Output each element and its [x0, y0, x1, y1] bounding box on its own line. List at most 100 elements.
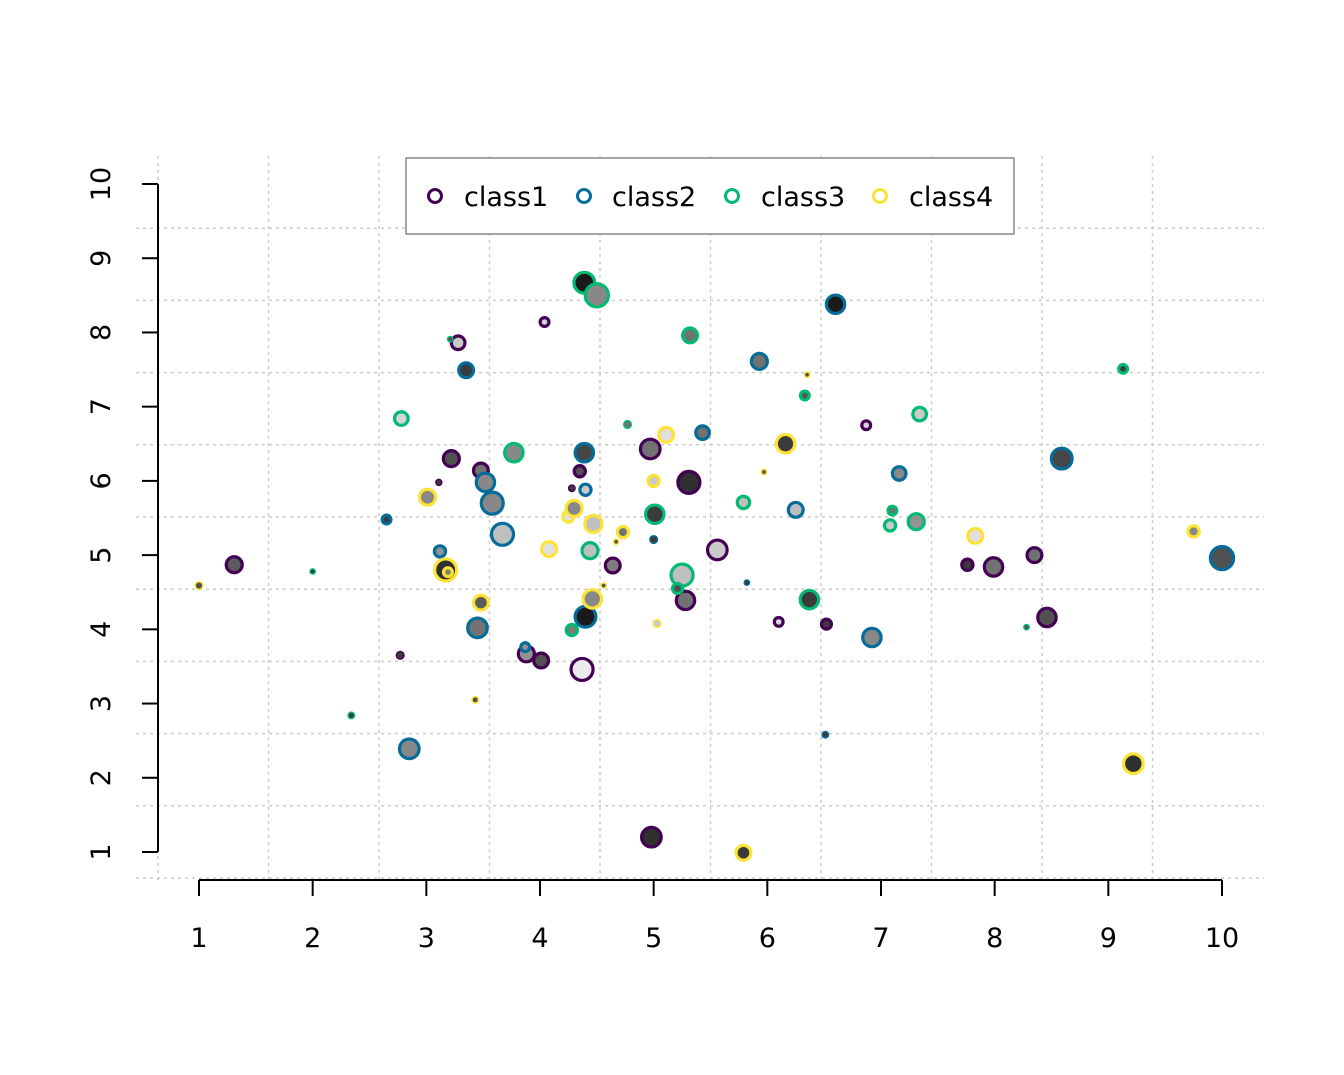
- x-tick-label: 2: [304, 923, 321, 954]
- data-point-class2: [578, 482, 593, 497]
- data-point-class4: [646, 473, 661, 489]
- data-point-class4: [564, 498, 584, 518]
- data-point-class4: [471, 695, 480, 704]
- y-tick-label: 10: [86, 167, 117, 201]
- x-tick-label: 8: [986, 923, 1003, 954]
- data-point-class2: [743, 579, 751, 586]
- data-point-class4: [540, 540, 559, 559]
- legend-label-class2: class2: [612, 182, 696, 213]
- data-point-class4: [417, 487, 438, 507]
- data-point-class1: [819, 617, 834, 631]
- data-point-class4: [803, 371, 811, 379]
- data-point-class1: [639, 825, 663, 849]
- data-point-class2: [457, 361, 476, 380]
- series-class3: [309, 270, 1130, 720]
- data-point-class3: [392, 410, 410, 427]
- data-point-class4: [471, 593, 490, 612]
- data-point-class2: [397, 737, 421, 761]
- data-point-class4: [612, 538, 620, 546]
- data-point-class4: [760, 468, 768, 476]
- data-point-class3: [670, 581, 685, 596]
- data-point-class2: [573, 441, 596, 464]
- legend-label-class4: class4: [909, 182, 993, 213]
- data-point-class1: [960, 557, 975, 572]
- data-point-class3: [1023, 623, 1030, 631]
- x-tick-label: 7: [872, 923, 889, 954]
- data-point-class3: [735, 494, 752, 511]
- data-point-class4: [734, 843, 753, 862]
- data-point-class1: [572, 464, 587, 479]
- data-point-class1: [435, 478, 443, 487]
- legend-item-class2: class2: [576, 182, 696, 213]
- data-point-class1: [674, 589, 697, 612]
- legend-item-class3: class3: [724, 182, 845, 213]
- grid: [136, 156, 1264, 880]
- data-point-class4: [581, 588, 604, 610]
- data-point-class3: [446, 335, 454, 343]
- y-tick-label: 3: [86, 695, 117, 712]
- data-point-class2: [861, 626, 883, 649]
- data-point-class1: [638, 437, 662, 461]
- y-tick-label: 9: [86, 250, 117, 267]
- y-tick-label: 5: [86, 547, 117, 564]
- data-point-class4: [583, 513, 604, 535]
- data-point-class2: [1049, 446, 1074, 471]
- data-point-class3: [882, 518, 898, 533]
- data-point-class4: [1186, 524, 1201, 539]
- data-point-class3: [503, 441, 525, 464]
- data-point-class1: [705, 538, 729, 562]
- x-tick-label: 3: [418, 923, 435, 954]
- data-point-class2: [479, 490, 505, 516]
- data-point-class2: [890, 465, 908, 482]
- data-point-class2: [786, 500, 805, 519]
- y-tick-label: 7: [86, 398, 117, 415]
- data-point-class2: [824, 293, 847, 316]
- data-point-class2: [380, 513, 393, 526]
- data-point-class4: [652, 618, 662, 628]
- data-point-class1: [603, 556, 622, 575]
- data-point-class1: [567, 484, 576, 493]
- x-tick-label: 10: [1205, 923, 1239, 954]
- data-point-class1: [860, 419, 873, 432]
- x-tick-label: 6: [759, 923, 776, 954]
- x-axis: 1 2 3 4 5 6 7 8 9 10: [190, 879, 1239, 954]
- data-point-class1: [676, 469, 702, 495]
- legend-item-class4: class4: [872, 182, 993, 213]
- x-tick-label: 1: [190, 923, 207, 954]
- legend-box: [405, 157, 1015, 235]
- data-point-class4: [774, 432, 797, 455]
- data-point-class3: [583, 282, 611, 309]
- legend-marker-class1: [427, 188, 443, 204]
- y-tick-label: 6: [86, 472, 117, 489]
- data-point-class3: [564, 622, 580, 638]
- data-point-class2: [519, 641, 532, 654]
- legend-marker-class3: [724, 188, 740, 204]
- data-point-class1: [772, 615, 785, 628]
- y-axis: 1 2 3 4 5 6 7 8 9 10: [86, 167, 159, 861]
- data-point-class1: [224, 555, 244, 575]
- data-point-class3: [644, 503, 666, 526]
- data-point-class2: [432, 544, 448, 559]
- data-point-class1: [441, 449, 461, 469]
- data-point-class1: [538, 316, 551, 329]
- data-point-class1: [1036, 606, 1058, 629]
- legend-item-class1: class1: [427, 182, 548, 213]
- legend-marker-class4: [872, 188, 888, 204]
- y-tick-label: 2: [86, 769, 117, 786]
- data-point-class4: [1121, 752, 1145, 776]
- data-point-class2: [649, 534, 659, 545]
- data-point-class4: [194, 580, 204, 591]
- x-tick-label: 9: [1100, 923, 1117, 954]
- data-point-class3: [622, 419, 633, 430]
- legend-label-class1: class1: [464, 182, 548, 213]
- data-point-class2: [749, 351, 769, 371]
- x-tick-label: 4: [531, 923, 548, 954]
- data-point-class1: [449, 334, 467, 352]
- data-point-class3: [347, 711, 356, 720]
- data-point-class3: [886, 504, 899, 517]
- data-point-class3: [798, 588, 821, 611]
- data-point-class1: [1025, 546, 1044, 565]
- data-point-class2: [694, 424, 711, 442]
- x-tick-label: 5: [645, 923, 662, 954]
